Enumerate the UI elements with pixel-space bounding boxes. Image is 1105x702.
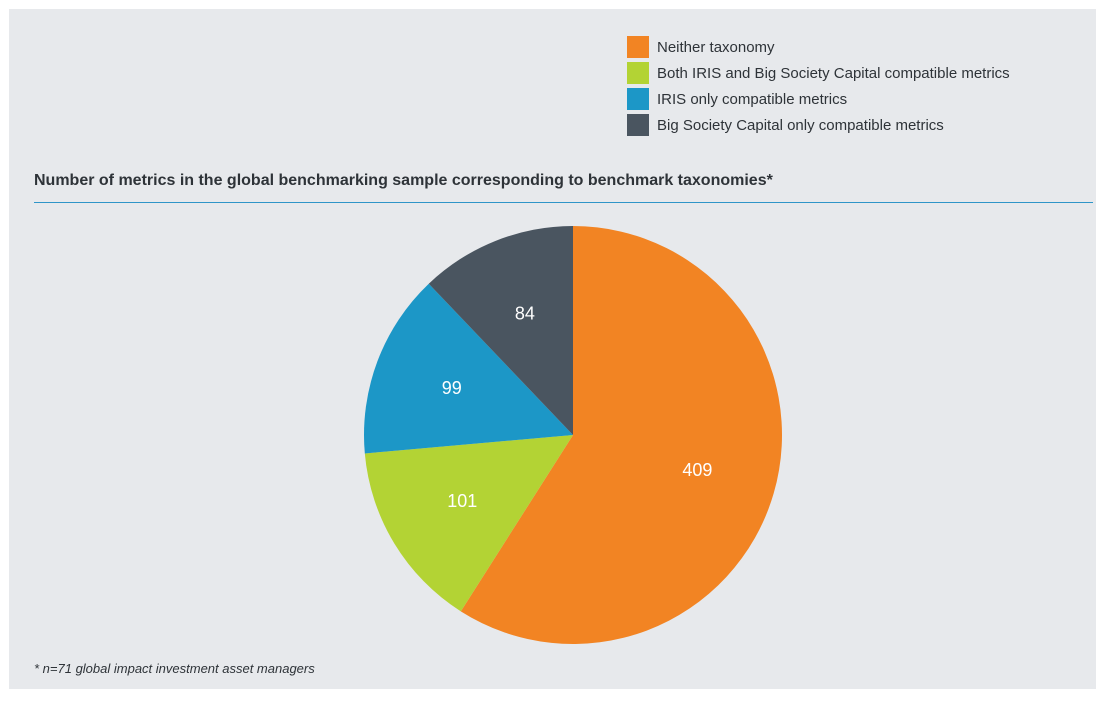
pie-slice <box>364 435 573 612</box>
slice-value-label: 409 <box>682 460 712 480</box>
pie-slice <box>428 226 573 435</box>
chart-title: Number of metrics in the global benchmar… <box>34 172 773 189</box>
legend-swatch <box>627 36 649 58</box>
footnote: * n=71 global impact investment asset ma… <box>34 661 315 676</box>
legend-item-bsc-only: Big Society Capital only compatible metr… <box>627 112 1010 138</box>
legend: Neither taxonomy Both IRIS and Big Socie… <box>627 34 1010 138</box>
legend-swatch <box>627 88 649 110</box>
legend-swatch <box>627 62 649 84</box>
legend-label: Neither taxonomy <box>657 38 775 56</box>
pie-slice <box>460 226 783 645</box>
slice-value-label: 84 <box>515 303 535 323</box>
legend-label: Big Society Capital only compatible metr… <box>657 116 944 134</box>
title-divider <box>34 202 1093 203</box>
legend-item-both: Both IRIS and Big Society Capital compat… <box>627 60 1010 86</box>
legend-label: Both IRIS and Big Society Capital compat… <box>657 64 1010 82</box>
legend-item-neither: Neither taxonomy <box>627 34 1010 60</box>
pie-slice <box>364 283 573 454</box>
slice-value-label: 99 <box>442 378 462 398</box>
legend-swatch <box>627 114 649 136</box>
slice-value-label: 101 <box>447 491 477 511</box>
legend-label: IRIS only compatible metrics <box>657 90 848 108</box>
legend-item-iris-only: IRIS only compatible metrics <box>627 86 1010 112</box>
